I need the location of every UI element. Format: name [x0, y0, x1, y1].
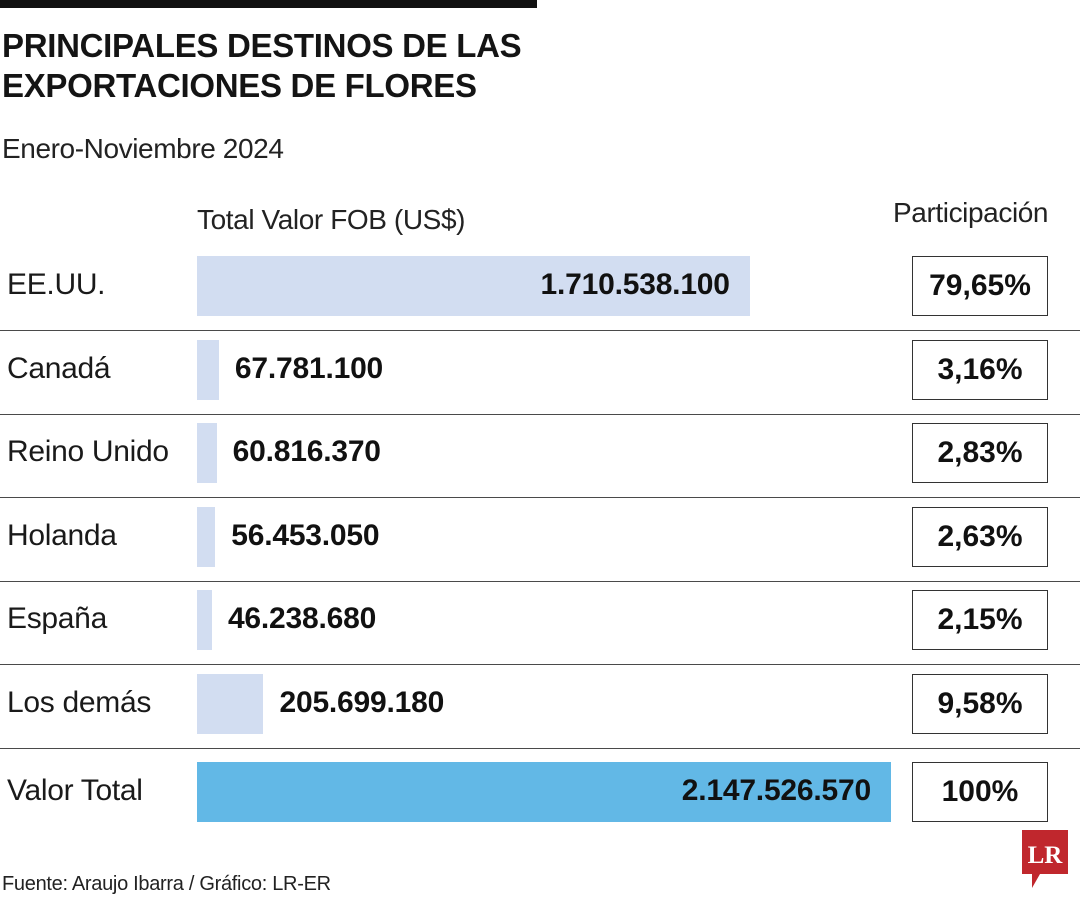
lr-logo-icon: LR — [1022, 830, 1068, 888]
row-label: Holanda — [7, 518, 117, 552]
participation-box: 9,58% — [912, 674, 1048, 734]
total-bar — [197, 761, 891, 822]
row-label: España — [7, 602, 107, 636]
participation-box: 79,65% — [912, 256, 1048, 316]
bar — [197, 674, 264, 734]
participation-box: 2,83% — [912, 423, 1048, 484]
bar — [197, 590, 212, 651]
value-label: 205.699.180 — [279, 686, 445, 719]
value-label: 60.816.370 — [232, 435, 381, 469]
source-note: Fuente: Araujo Ibarra / Gráfico: LR-ER — [2, 873, 331, 895]
participation-box: 100% — [912, 761, 1048, 822]
bar — [197, 339, 219, 400]
top-accent-bar — [0, 0, 537, 8]
participation-box: 2,63% — [912, 506, 1048, 567]
row-label: Valor Total — [7, 773, 143, 807]
bar — [197, 506, 216, 567]
value-label: 2.147.526.570 — [681, 773, 871, 807]
row-label: EE.UU. — [7, 268, 106, 301]
bar — [197, 256, 750, 316]
row-divider — [0, 497, 1080, 499]
logo-text: LR — [1028, 842, 1064, 869]
chart-title: PRINCIPALES DESTINOS DE LAS EXPORTACIONE… — [2, 27, 522, 104]
row-divider — [0, 330, 1080, 331]
fob-column-header: Total Valor FOB (US$) — [197, 204, 466, 235]
value-label: 56.453.050 — [231, 518, 380, 552]
participation-box: 3,16% — [912, 339, 1048, 400]
row-label: Canadá — [7, 351, 111, 385]
row-divider — [0, 580, 1080, 582]
value-label: 67.781.100 — [234, 351, 384, 385]
row-label: Reino Unido — [7, 435, 169, 469]
participation-box: 2,15% — [912, 590, 1048, 651]
bar — [197, 423, 217, 484]
chart-subtitle: Enero-Noviembre 2024 — [2, 133, 284, 164]
row-divider — [0, 748, 1080, 749]
row-divider — [0, 664, 1080, 666]
value-label: 46.238.680 — [227, 602, 377, 636]
row-label: Los demás — [7, 686, 152, 719]
value-label: 1.710.538.100 — [540, 268, 730, 301]
row-divider — [0, 413, 1080, 415]
participation-column-header: Participación — [893, 197, 1049, 228]
